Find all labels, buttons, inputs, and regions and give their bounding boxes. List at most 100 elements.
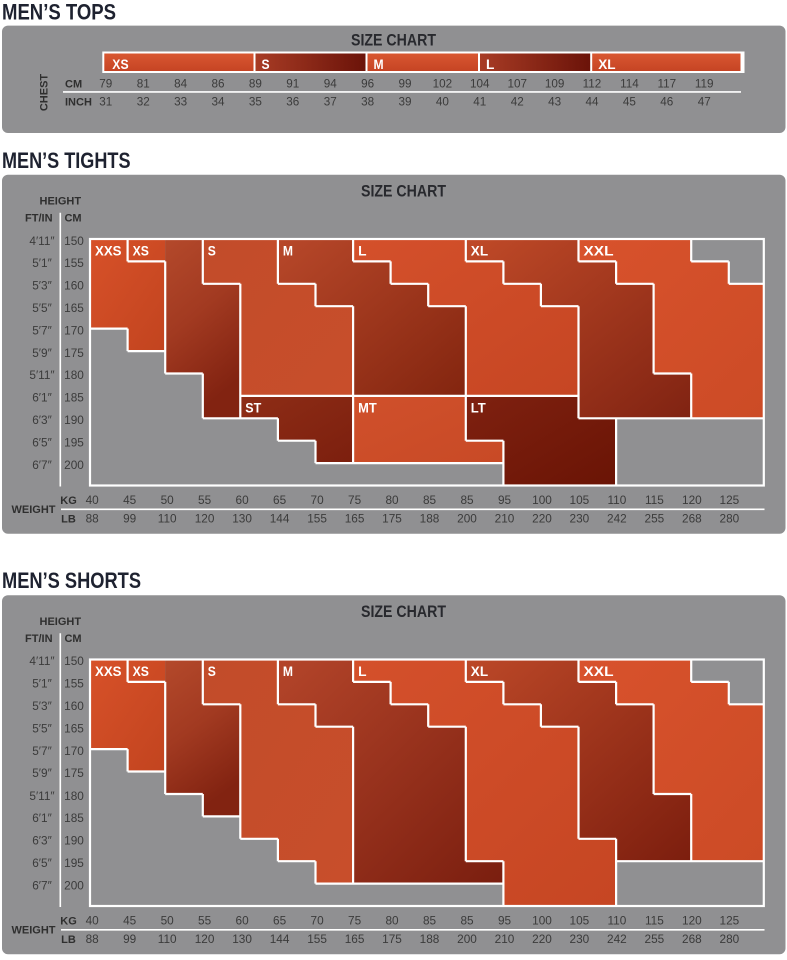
svg-text:120: 120 (682, 493, 702, 507)
svg-text:4′11″: 4′11″ (29, 234, 54, 248)
svg-text:FT/IN: FT/IN (25, 633, 53, 645)
svg-text:XS: XS (133, 243, 149, 259)
svg-text:188: 188 (420, 512, 440, 526)
svg-text:40: 40 (86, 493, 100, 507)
svg-text:94: 94 (324, 77, 338, 90)
svg-text:LB: LB (61, 514, 76, 526)
svg-text:60: 60 (236, 493, 250, 507)
svg-text:220: 220 (532, 512, 552, 526)
svg-text:180: 180 (64, 789, 84, 803)
svg-text:242: 242 (607, 512, 627, 526)
svg-text:5′11″: 5′11″ (29, 789, 54, 803)
svg-text:115: 115 (645, 493, 664, 507)
svg-text:XL: XL (471, 243, 489, 259)
svg-text:112: 112 (583, 77, 602, 90)
svg-text:KG: KG (60, 916, 77, 928)
svg-text:5′7″: 5′7″ (32, 323, 52, 337)
svg-text:175: 175 (64, 766, 84, 780)
svg-text:4′11″: 4′11″ (29, 654, 54, 668)
svg-text:255: 255 (645, 932, 665, 946)
svg-text:37: 37 (324, 96, 337, 109)
svg-text:210: 210 (495, 932, 515, 946)
svg-text:119: 119 (695, 77, 714, 90)
svg-text:S: S (262, 56, 270, 72)
svg-text:LB: LB (61, 934, 76, 946)
svg-text:34: 34 (211, 96, 225, 109)
svg-text:280: 280 (720, 932, 740, 946)
svg-text:165: 165 (64, 722, 84, 736)
svg-text:120: 120 (195, 512, 215, 526)
svg-text:HEIGHT: HEIGHT (40, 195, 82, 207)
svg-text:117: 117 (657, 77, 676, 90)
svg-text:95: 95 (498, 914, 512, 928)
svg-text:200: 200 (64, 458, 84, 472)
svg-text:6′7″: 6′7″ (32, 878, 52, 892)
svg-text:210: 210 (495, 512, 515, 526)
svg-text:150: 150 (64, 234, 84, 248)
svg-text:45: 45 (623, 96, 637, 109)
svg-text:110: 110 (607, 493, 626, 507)
svg-text:75: 75 (348, 914, 362, 928)
svg-text:155: 155 (64, 256, 84, 270)
svg-text:5′1″: 5′1″ (32, 256, 52, 270)
svg-text:115: 115 (645, 914, 664, 928)
svg-text:45: 45 (123, 914, 137, 928)
svg-text:86: 86 (211, 77, 224, 90)
svg-text:99: 99 (123, 512, 136, 526)
svg-text:M: M (374, 56, 384, 72)
svg-text:110: 110 (158, 932, 177, 946)
svg-text:81: 81 (137, 77, 150, 90)
svg-text:80: 80 (385, 914, 399, 928)
svg-text:WEIGHT: WEIGHT (12, 504, 56, 516)
svg-text:88: 88 (86, 512, 100, 526)
svg-text:S: S (208, 663, 216, 679)
svg-text:110: 110 (607, 914, 626, 928)
svg-text:109: 109 (545, 77, 565, 90)
svg-text:KG: KG (60, 495, 77, 507)
svg-text:79: 79 (99, 77, 112, 90)
svg-text:130: 130 (232, 512, 252, 526)
svg-text:155: 155 (64, 677, 84, 691)
svg-text:44: 44 (585, 96, 599, 109)
svg-text:6′3″: 6′3″ (32, 834, 52, 848)
svg-text:70: 70 (311, 914, 325, 928)
svg-text:CHEST: CHEST (39, 74, 51, 112)
svg-text:165: 165 (345, 932, 365, 946)
svg-text:35: 35 (249, 96, 263, 109)
svg-text:5′9″: 5′9″ (32, 346, 52, 360)
svg-text:99: 99 (123, 932, 136, 946)
svg-text:160: 160 (64, 699, 84, 713)
svg-text:5′5″: 5′5″ (32, 301, 52, 315)
svg-text:114: 114 (620, 77, 639, 90)
svg-text:33: 33 (174, 96, 187, 109)
svg-text:XXS: XXS (95, 663, 122, 679)
svg-text:100: 100 (532, 493, 552, 507)
svg-text:5′3″: 5′3″ (32, 699, 52, 713)
svg-text:FT/IN: FT/IN (25, 213, 53, 225)
svg-text:104: 104 (470, 77, 490, 90)
svg-text:XXL: XXL (584, 663, 614, 679)
svg-text:155: 155 (307, 932, 327, 946)
svg-text:MEN’S TIGHTS: MEN’S TIGHTS (2, 148, 131, 173)
svg-text:91: 91 (286, 77, 299, 90)
svg-text:185: 185 (64, 391, 84, 405)
svg-text:MT: MT (358, 400, 377, 416)
svg-text:31: 31 (99, 96, 112, 109)
svg-text:130: 130 (232, 932, 252, 946)
svg-text:70: 70 (311, 493, 325, 507)
svg-text:100: 100 (532, 914, 552, 928)
svg-text:43: 43 (548, 96, 561, 109)
svg-text:46: 46 (660, 96, 673, 109)
svg-text:175: 175 (64, 346, 84, 360)
svg-text:255: 255 (645, 512, 665, 526)
svg-text:99: 99 (398, 77, 411, 90)
svg-text:HEIGHT: HEIGHT (40, 616, 82, 628)
svg-text:ST: ST (245, 400, 261, 416)
svg-text:165: 165 (64, 301, 84, 315)
svg-text:170: 170 (64, 744, 84, 758)
svg-text:38: 38 (361, 96, 374, 109)
svg-text:190: 190 (64, 413, 84, 427)
svg-text:6′7″: 6′7″ (32, 458, 52, 472)
svg-text:105: 105 (570, 493, 590, 507)
svg-text:5′1″: 5′1″ (32, 677, 52, 691)
